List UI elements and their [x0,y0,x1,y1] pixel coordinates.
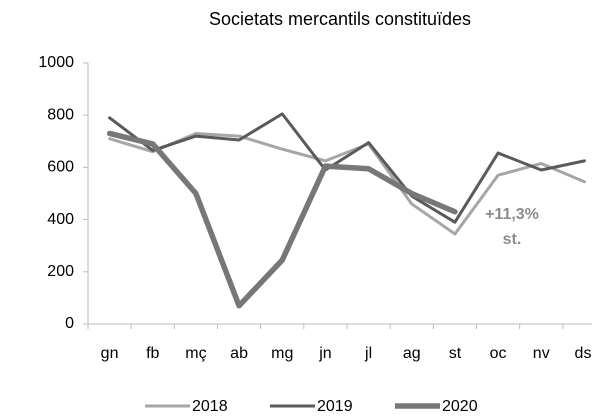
series-line [106,130,458,309]
y-tick-label: 800 [47,106,74,123]
x-tick-label: nv [533,345,550,362]
series-line [108,112,586,224]
x-tick-label: st [449,345,462,362]
x-tick-label: jl [364,345,372,362]
y-tick-label: 600 [47,159,74,176]
x-tick-label: jn [318,345,331,362]
x-tick-label: mç [185,345,206,362]
x-tick-label: ag [403,345,421,362]
x-tick-label: oc [490,345,507,362]
legend-label: 2020 [442,398,478,415]
x-tick-label: ds [575,345,592,362]
y-tick-label: 400 [47,211,74,228]
annotation: st. [503,231,522,248]
series-line [108,131,586,236]
legend-label: 2018 [192,398,228,415]
legend-label: 2019 [317,398,353,415]
chart-title: Societats mercantils constituïdes [209,9,471,29]
y-tick-label: 0 [65,315,74,332]
annotation: +11,3% [485,206,539,223]
x-tick-label: gn [101,345,119,362]
x-tick-label: ab [230,345,248,362]
x-tick-label: mg [271,345,293,362]
y-tick-label: 200 [47,263,74,280]
y-tick-label: 1000 [38,54,74,71]
x-tick-label: fb [146,345,159,362]
